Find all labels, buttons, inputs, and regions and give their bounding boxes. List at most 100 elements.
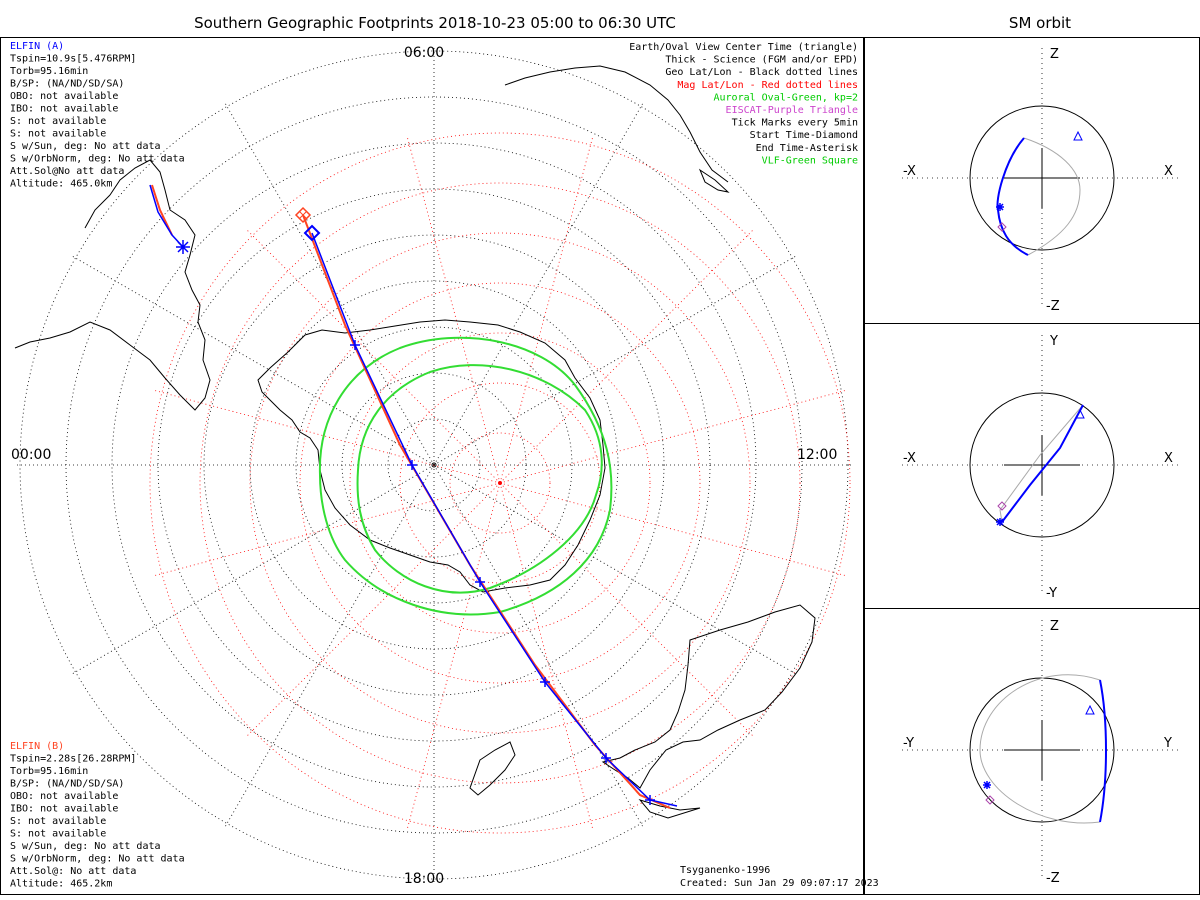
- axis-label-right: X: [1164, 164, 1173, 179]
- sm-orbit-panel: Y -Y -X X: [902, 334, 1182, 601]
- geo-latitude-circle: [19, 50, 849, 880]
- axis-label-top: Z: [1050, 619, 1059, 634]
- elfin-a-track-south-america: [149, 184, 184, 248]
- elfin-b-footprint: [151, 184, 671, 809]
- start-diamond: [997, 222, 1007, 232]
- elfin-a-tick: [475, 577, 485, 587]
- axis-label-left: -X: [903, 451, 916, 466]
- end-asterisk: [996, 518, 1004, 526]
- sm-orbit-title: SM orbit: [1009, 14, 1071, 32]
- satellite-info-line: S: not available: [10, 829, 106, 840]
- mag-longitude-line: [499, 482, 848, 577]
- polar-map: 06:00 00:00 12:00 18:00: [11, 45, 854, 887]
- satellite-info-line: B/SP: (NA/ND/SD/SA): [10, 79, 124, 90]
- elfin-a-tick: [645, 795, 655, 805]
- geo-latitude-circle: [111, 142, 757, 788]
- mag-latitude-circle: [449, 432, 551, 534]
- mag-longitude-line: [499, 135, 594, 484]
- satellite-info-line: OBO: not available: [10, 91, 118, 102]
- legend: Earth/Oval View Center Time (triangle) Th…: [629, 42, 858, 166]
- earth-outline: [969, 105, 1115, 251]
- mag-longitude-line: [499, 389, 848, 484]
- sm-orbit-panels: Z -Z -X X Y -Y -X X Z -Z -Y Y: [902, 47, 1182, 886]
- geo-longitude-line: [433, 464, 798, 676]
- elfin-a-tick: [601, 753, 611, 763]
- satellite-info-line: S w/Sun, deg: No att data: [10, 141, 161, 152]
- satellite-info-line: IBO: not available: [10, 804, 118, 815]
- sm-orbit-panel: Z -Z -Y Y: [902, 619, 1182, 886]
- legend-entry: Tick Marks every 5min: [732, 118, 858, 129]
- mag-longitude-line: [406, 482, 501, 831]
- polar-plot-frame: [0, 37, 864, 895]
- coastline-tasmania: [638, 799, 701, 819]
- elfin-b-info: ELFIN (B) Tspin=2.28s[26.28RPM]Torb=95.16…: [10, 741, 185, 890]
- orbit-path-back: [1023, 137, 1081, 256]
- legend-entry: End Time-Asterisk: [756, 143, 858, 154]
- mag-latitude-circle: [349, 332, 651, 634]
- orbit-path-science: [1099, 679, 1107, 823]
- coastline-australia: [601, 604, 816, 789]
- mag-longitude-line: [406, 135, 501, 484]
- elfin-b-track: [302, 214, 671, 809]
- plot-title: Southern Geographic Footprints 2018-10-2…: [194, 14, 676, 32]
- mag-longitude-line: [245, 482, 501, 738]
- geo-longitude-line: [433, 254, 798, 466]
- satellite-info-line: S: not available: [10, 816, 106, 827]
- elfin-a-footprint: [149, 184, 678, 807]
- satellite-info-line: Altitude: 465.2km: [10, 879, 112, 890]
- satellite-info-line: IBO: not available: [10, 104, 118, 115]
- hour-label-bottom: 18:00: [404, 871, 444, 887]
- satellite-info-line: Torb=95.16min: [10, 66, 88, 77]
- orbit-path-back: [999, 404, 1084, 523]
- elfin-a-track: [311, 232, 678, 807]
- coastline-south-america: [14, 159, 211, 411]
- axis-label-right: X: [1164, 451, 1173, 466]
- elfin-a-start-diamond: [303, 224, 321, 242]
- satellite-info-line: OBO: not available: [10, 791, 118, 802]
- satellite-info-line: S: not available: [10, 116, 106, 127]
- coastline-africa-tip: [504, 65, 729, 183]
- axis-label-top: Z: [1050, 47, 1059, 62]
- mag-longitude-line: [499, 482, 755, 738]
- coastline-madagascar: [698, 168, 730, 193]
- satellite-info-line: B/SP: (NA/ND/SD/SA): [10, 779, 124, 790]
- orbit-path-science: [1001, 404, 1084, 523]
- model-label: Tsyganenko-1996: [680, 865, 770, 876]
- elfin-a-tick: [407, 460, 417, 470]
- elfin-b-track-south-america: [151, 184, 173, 236]
- satellite-info-line: S w/Sun, deg: No att data: [10, 841, 161, 852]
- axis-label-bottom: -Z: [1046, 871, 1060, 886]
- earth-outline: [969, 392, 1115, 538]
- satellite-info-line: S w/OrbNorm, deg: No att data: [10, 854, 185, 865]
- elfin-a-end-asterisk: [176, 240, 190, 254]
- legend-entry: Auroral Oval-Green, kp=2: [714, 92, 859, 103]
- start-diamond: [997, 501, 1007, 511]
- elfin-a-info: ELFIN (A) Tspin=10.9s[5.476RPM]Torb=95.16…: [10, 41, 185, 190]
- mag-longitude-line: [499, 482, 594, 831]
- mag-latitude-circle: [249, 232, 751, 734]
- satellite-name: ELFIN (B): [10, 741, 64, 752]
- view-center-triangle: [1073, 130, 1083, 141]
- legend-entry: Earth/Oval View Center Time (triangle): [629, 42, 858, 53]
- hour-label-left: 00:00: [11, 447, 51, 463]
- mag-longitude-line: [499, 228, 755, 484]
- auroral-oval-inner: [356, 364, 603, 594]
- axis-label-right: Y: [1163, 736, 1172, 751]
- mag-longitude-line: [152, 482, 501, 577]
- elfin-a-tick: [350, 340, 360, 350]
- magnetic-pole-marker: [498, 481, 502, 485]
- legend-entry: Thick - Science (FGM and/or EPD): [665, 55, 858, 66]
- orbit-path-back: [979, 674, 1101, 824]
- axis-label-bottom: -Z: [1046, 299, 1060, 314]
- satellite-info-line: S w/OrbNorm, deg: No att data: [10, 154, 185, 165]
- satellite-info-line: S: not available: [10, 129, 106, 140]
- mag-grid: [149, 132, 851, 834]
- coastline-new-zealand: [469, 741, 516, 796]
- geo-longitude-line: [70, 464, 435, 676]
- axis-label-left: -X: [903, 164, 916, 179]
- sm-orbit-panel: Z -Z -X X: [902, 47, 1182, 314]
- geo-latitude-circle: [203, 234, 665, 696]
- mag-latitude-circle: [149, 132, 851, 834]
- hour-label-top: 06:00: [404, 45, 444, 61]
- mag-longitude-line: [152, 389, 501, 484]
